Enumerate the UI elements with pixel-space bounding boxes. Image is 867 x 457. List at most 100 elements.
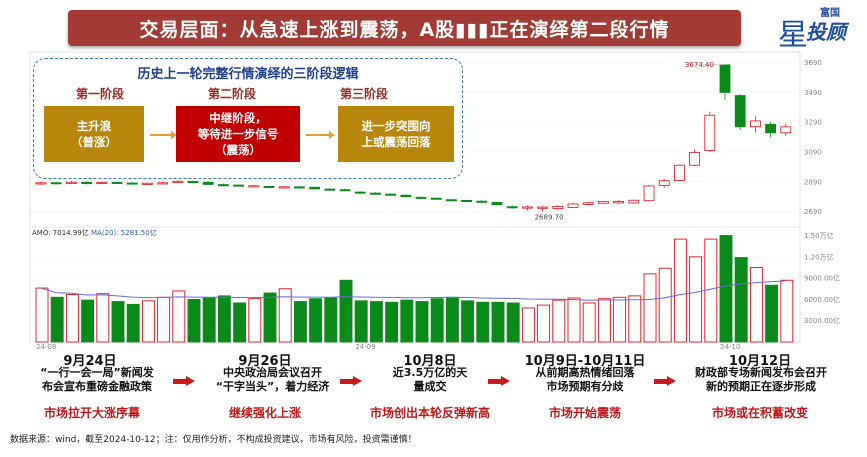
date-tick-label: 24-08	[36, 343, 56, 351]
volume-bar	[643, 273, 657, 343]
footer-note: 数据来源：wind，截至2024-10-12；注：仅用作分析，不构成投资建议，市…	[10, 435, 417, 445]
volume-bar	[217, 295, 231, 343]
candle-body	[385, 193, 397, 196]
volume-bar	[187, 298, 201, 343]
volume-tick-label: 1.20万亿	[804, 252, 834, 261]
volume-bar	[369, 301, 383, 343]
volume-bar	[491, 301, 505, 343]
three-stage-logic-panel: 历史上一轮完整行情演绎的三阶段逻辑 第一阶段 第二阶段 第三阶段 主升浪 （普涨…	[33, 58, 463, 179]
candle-body	[750, 120, 761, 128]
event-arrow-2	[340, 376, 362, 387]
volume-bar	[734, 257, 748, 343]
stage-2-label: 第二阶段	[207, 87, 256, 101]
ma-value: MA(20): 5281.50亿	[90, 229, 157, 237]
volume-bar	[111, 301, 125, 343]
volume-bar	[81, 299, 95, 343]
volume-bar	[233, 302, 247, 343]
candle-body	[765, 123, 776, 134]
candle-body	[582, 202, 594, 205]
volume-bar	[263, 292, 277, 343]
event-3-desc: 近3.5万亿的天 量成交	[392, 366, 468, 393]
candle-body	[613, 201, 624, 204]
volume-bar	[400, 299, 414, 343]
candle-body	[643, 185, 655, 202]
volume-tick-label: 6000.00亿	[804, 295, 840, 304]
page-title: 交易层面：从急速上涨到震荡，A股▮▮▮正在演绎第二段行情	[68, 10, 741, 46]
candle-body	[506, 206, 518, 209]
amo-value: AMO: 7014.99亿	[32, 229, 91, 237]
volume-bar	[278, 288, 292, 343]
event-1-date: 9月24日	[63, 354, 117, 369]
event-4-result: 市场开始震荡	[548, 406, 621, 420]
volume-bar	[430, 298, 444, 343]
stage-3-box: 进一步突围向 上或震荡回落	[338, 106, 454, 162]
candle-body	[719, 64, 731, 93]
volume-bar	[719, 235, 733, 343]
stage-arrow-1	[150, 131, 177, 138]
event-arrow-1	[173, 376, 195, 387]
candle-body	[309, 186, 321, 190]
stage-2-box: 中继阶段， 等待进一步信号 （震荡）	[176, 106, 300, 162]
candle-body	[598, 201, 609, 204]
event-5-result: 市场或在积蓄改变	[711, 406, 808, 420]
candle-body	[658, 180, 670, 187]
price-tick-label: 3690	[804, 59, 822, 67]
amo-legend: AMO: 7014.99亿 MA(20): 5281.50亿	[32, 228, 157, 238]
volume-bar	[506, 302, 520, 343]
volume-bar	[749, 267, 763, 343]
candle-body	[445, 199, 457, 202]
candle-body	[430, 197, 442, 200]
candle-body	[704, 114, 716, 151]
volume-bar	[628, 295, 642, 343]
price-tick-label: 3090	[804, 148, 822, 156]
candle-body	[339, 189, 351, 192]
date-tick-label: 24-10	[720, 343, 740, 351]
candle-body	[689, 151, 700, 166]
candle-body	[476, 200, 488, 203]
event-2-date: 9月26日	[238, 354, 292, 369]
high-annotation-label: 3674.40	[685, 61, 714, 69]
stage-1-label: 第一阶段	[75, 87, 124, 101]
candle-body	[491, 202, 503, 206]
volume-bar	[172, 290, 186, 343]
volume-bar	[293, 301, 307, 343]
price-tick-label: 3490	[804, 89, 822, 97]
candle-body	[522, 206, 533, 209]
candle-body	[202, 181, 214, 185]
candle-body	[172, 180, 184, 183]
volume-bar	[309, 298, 323, 343]
candle-body	[111, 181, 123, 184]
volume-bar	[141, 300, 155, 343]
volume-tick-label: 9000.00亿	[804, 274, 840, 283]
volume-bar	[689, 256, 703, 343]
logo-small-text: 富国	[820, 8, 840, 19]
candle-body	[369, 192, 381, 195]
event-arrow-3	[488, 376, 510, 387]
volume-bar	[582, 302, 596, 343]
candle-body	[567, 203, 579, 208]
event-2-result: 继续强化上涨	[228, 406, 301, 420]
price-tick-label: 2890	[804, 178, 822, 186]
volume-bar	[339, 279, 353, 343]
event-3-date: 10月8日	[403, 354, 457, 369]
candle-body	[278, 186, 290, 189]
candle-body	[35, 182, 47, 185]
volume-bar	[324, 297, 338, 343]
candle-body	[461, 199, 473, 202]
candle-body	[157, 182, 169, 185]
volume-bar	[35, 287, 49, 343]
volume-bar	[537, 304, 551, 343]
candle-body	[96, 181, 108, 184]
candle-body	[400, 194, 412, 198]
volume-tick-label: 3000.00亿	[804, 316, 840, 325]
volume-bar	[476, 301, 490, 343]
candle-body	[415, 196, 427, 199]
volume-bar	[65, 294, 79, 343]
logic-panel-title: 历史上一轮完整行情演绎的三阶段逻辑	[137, 67, 359, 82]
volume-bar	[658, 267, 672, 343]
stage-1-box: 主升浪 （普涨）	[44, 106, 144, 162]
volume-bar	[126, 303, 140, 343]
stage-3-label: 第三阶段	[339, 87, 388, 101]
candle-body	[293, 186, 305, 189]
